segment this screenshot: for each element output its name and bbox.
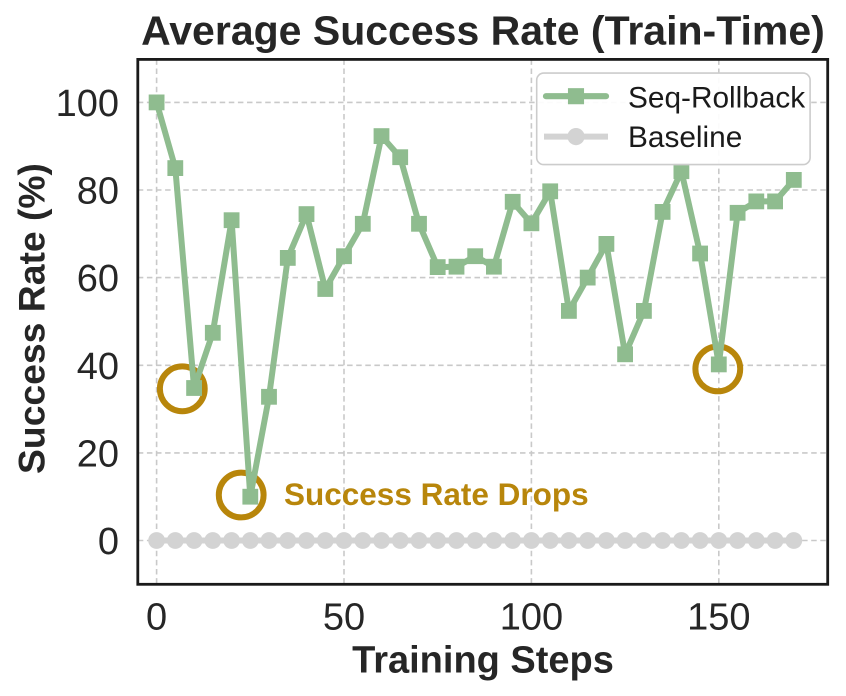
svg-text:50: 50 [323,596,365,638]
svg-text:100: 100 [56,83,119,125]
svg-text:Baseline: Baseline [628,121,742,154]
svg-text:Seq-Rollback: Seq-Rollback [628,81,805,114]
svg-text:20: 20 [77,433,119,475]
svg-text:80: 80 [77,171,119,213]
svg-text:Training Steps: Training Steps [352,640,614,682]
svg-text:40: 40 [77,346,119,388]
svg-text:0: 0 [98,521,119,563]
svg-text:100: 100 [500,596,563,638]
svg-text:Success Rate (%): Success Rate (%) [11,163,53,474]
svg-text:60: 60 [77,258,119,300]
svg-text:Average Success Rate (Train-Ti: Average Success Rate (Train-Time) [141,8,825,54]
svg-text:0: 0 [146,596,167,638]
svg-text:Success Rate Drops: Success Rate Drops [284,476,589,512]
svg-text:150: 150 [687,596,750,638]
